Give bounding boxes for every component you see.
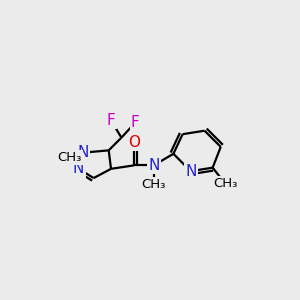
Text: CH₃: CH₃ <box>57 151 82 164</box>
Text: N: N <box>185 164 196 178</box>
Text: F: F <box>106 113 116 128</box>
Text: CH₃: CH₃ <box>142 178 166 191</box>
Text: N: N <box>73 161 84 176</box>
Text: O: O <box>128 135 140 150</box>
Text: CH₃: CH₃ <box>213 177 238 190</box>
Text: N: N <box>78 145 89 160</box>
Text: N: N <box>148 158 159 173</box>
Text: F: F <box>131 115 140 130</box>
